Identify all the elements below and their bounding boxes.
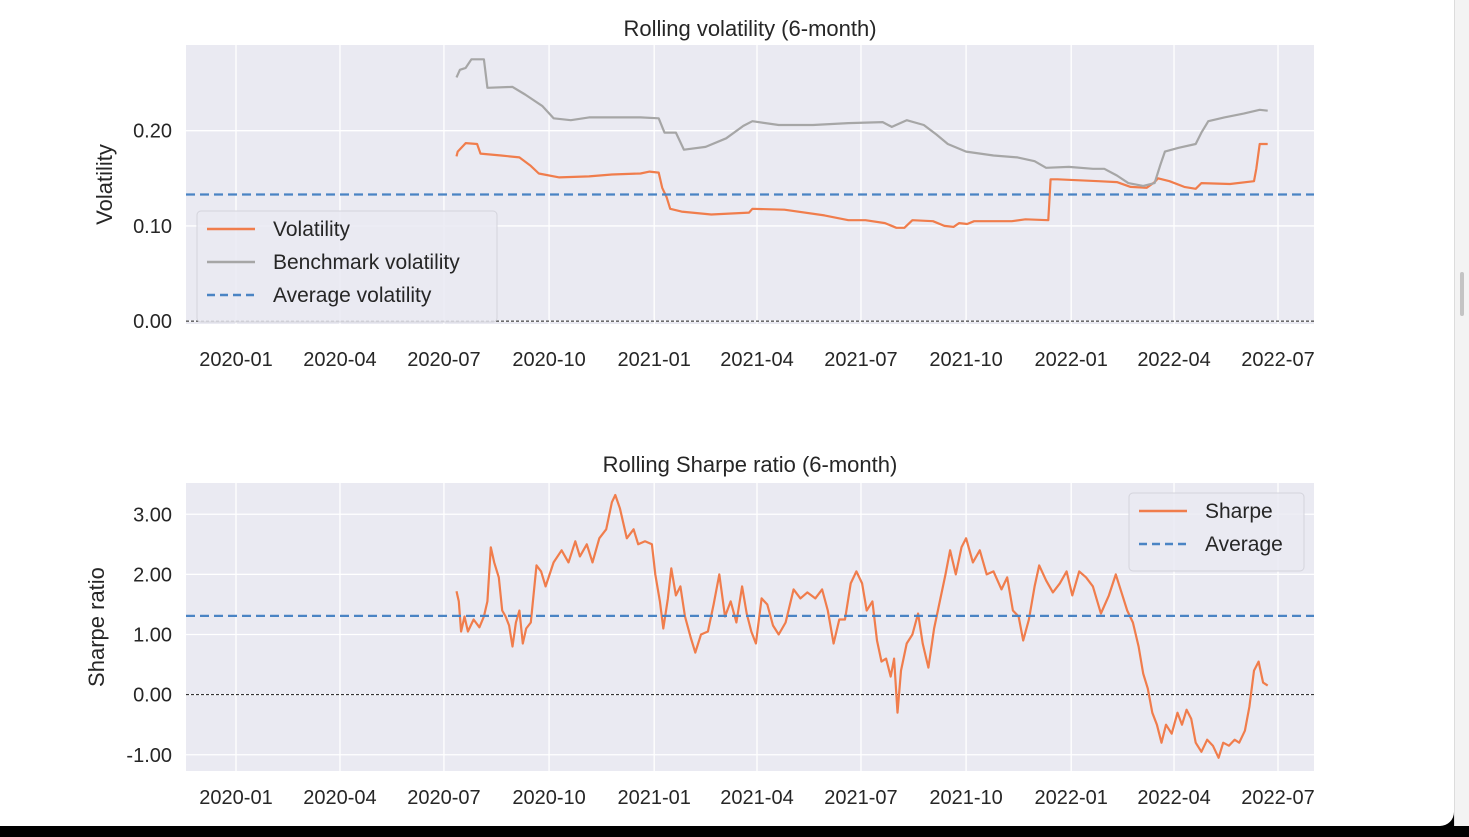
x-tick-label: 2021-10	[929, 349, 1002, 371]
y-tick-label: 2.00	[133, 564, 172, 586]
volatility-chart: 2020-01 2020-04 2020-07 2020-10 2021-01 2021-…	[92, 16, 1315, 371]
sharpe-line	[455, 493, 1269, 759]
y-tick-label: 0.10	[133, 216, 172, 238]
x-tick-label: 2022-07	[1241, 349, 1314, 371]
x-tick-label: 2020-07	[407, 349, 480, 371]
x-tick-label: 2021-10	[929, 787, 1002, 809]
y-axis-label: Volatility	[92, 144, 117, 225]
y-tick-label: 0.00	[133, 685, 172, 707]
x-tick-label: 2020-10	[512, 787, 585, 809]
x-tick-label: 2020-01	[199, 787, 272, 809]
x-tick-label: 2020-10	[512, 349, 585, 371]
legend: Volatility Benchmark volatility Average vo…	[196, 210, 498, 323]
x-tick-label: 2020-04	[303, 349, 376, 371]
legend-label: Benchmark volatility	[273, 251, 460, 274]
legend-box	[196, 210, 498, 323]
x-tick-label: 2021-01	[617, 349, 690, 371]
legend-label: Average volatility	[273, 284, 432, 307]
chart-title: Rolling volatility (6-month)	[623, 16, 876, 41]
legend-box	[1128, 492, 1305, 572]
legend: Sharpe Average	[1128, 492, 1305, 572]
chart-title: Rolling Sharpe ratio (6-month)	[603, 452, 898, 477]
x-tick-label: 2022-04	[1137, 349, 1210, 371]
y-tick-label: 0.20	[133, 121, 172, 143]
x-tick-label: 2021-07	[824, 349, 897, 371]
y-tick-label: 3.00	[133, 504, 172, 526]
y-tick-label: 1.00	[133, 625, 172, 647]
x-tick-label: 2022-01	[1034, 349, 1107, 371]
x-tick-label: 2022-07	[1241, 787, 1314, 809]
scrollbar-thumb[interactable]	[1460, 272, 1464, 316]
y-tick-label: 0.00	[133, 311, 172, 333]
sharpe-chart: 2020-01 2020-04 2020-07 2020-10 2021-01 2021-…	[84, 452, 1315, 809]
x-tick-label: 2020-04	[303, 787, 376, 809]
legend-label: Volatility	[273, 218, 351, 241]
legend-label: Average	[1205, 533, 1283, 556]
y-tick-label: -1.00	[126, 745, 172, 767]
legend-label: Sharpe	[1205, 500, 1273, 523]
figure-canvas: 2020-01 2020-04 2020-07 2020-10 2021-01 2021-…	[84, 16, 1315, 809]
volatility-line	[455, 142, 1268, 229]
x-tick-label: 2022-01	[1034, 787, 1107, 809]
vertical-scrollbar[interactable]	[1454, 0, 1469, 826]
x-tick-label: 2020-07	[407, 787, 480, 809]
y-axis-label: Sharpe ratio	[84, 567, 109, 687]
x-tick-label: 2021-04	[720, 349, 793, 371]
x-tick-label: 2020-01	[199, 349, 272, 371]
x-tick-label: 2021-01	[617, 787, 690, 809]
x-tick-label: 2021-04	[720, 787, 793, 809]
x-tick-label: 2022-04	[1137, 787, 1210, 809]
benchmark-volatility-line	[455, 58, 1268, 187]
x-tick-label: 2021-07	[824, 787, 897, 809]
